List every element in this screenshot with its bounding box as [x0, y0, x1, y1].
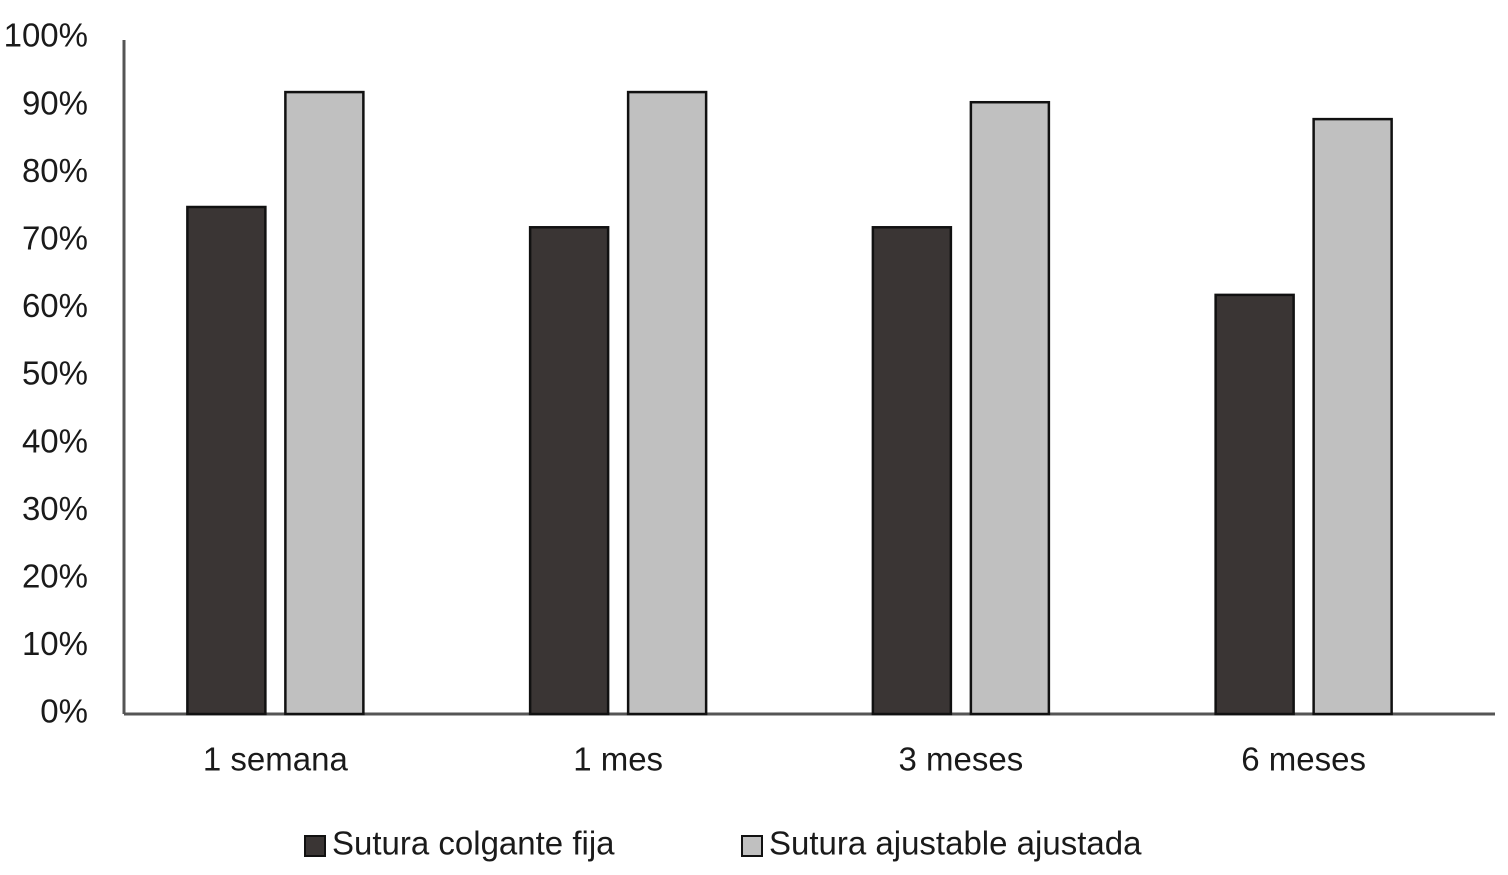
bar — [969, 100, 1051, 716]
y-tick-label: 10% — [22, 625, 88, 662]
y-tick-label: 0% — [40, 693, 88, 730]
y-tick-label: 20% — [22, 558, 88, 595]
y-tick-label: 70% — [22, 220, 88, 257]
legend-label: Sutura colgante fija — [332, 825, 615, 862]
legend-swatch — [304, 835, 326, 857]
bar — [284, 90, 365, 716]
x-tick-label: 1 semana — [203, 741, 349, 778]
bar — [626, 90, 708, 716]
legend-swatch — [741, 835, 763, 857]
y-tick-label: 30% — [22, 490, 88, 527]
bar — [528, 226, 610, 716]
y-tick-label: 90% — [22, 84, 88, 121]
y-tick-label: 50% — [22, 355, 88, 392]
bar — [1312, 117, 1393, 716]
y-tick-label: 80% — [22, 152, 88, 189]
legend-label: Sutura ajustable ajustada — [769, 825, 1142, 862]
bar — [1214, 293, 1295, 716]
x-tick-label: 6 meses — [1241, 741, 1366, 778]
y-tick-label: 40% — [22, 422, 88, 459]
bar — [871, 226, 953, 716]
y-tick-label: 60% — [22, 287, 88, 324]
y-tick-label: 100% — [4, 17, 88, 54]
x-tick-label: 1 mes — [573, 741, 663, 778]
x-tick-label: 3 meses — [899, 741, 1024, 778]
bar — [186, 205, 267, 716]
